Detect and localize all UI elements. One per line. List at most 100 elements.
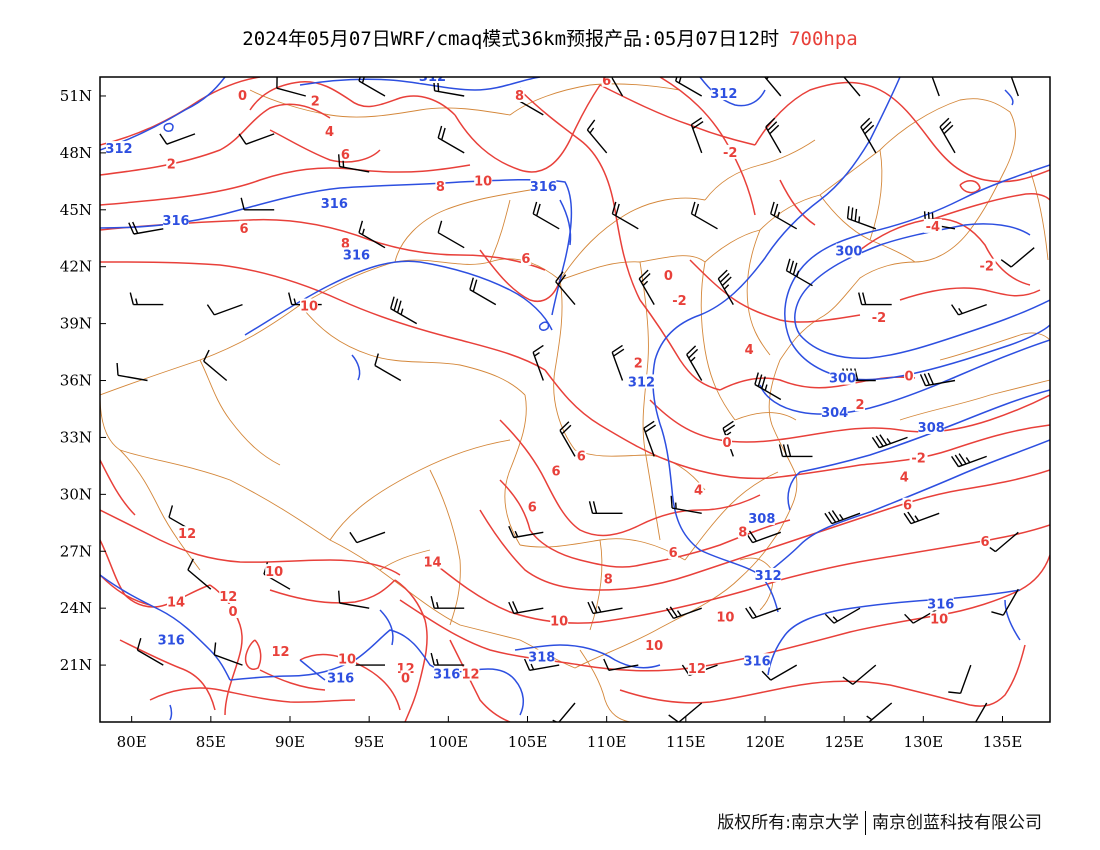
temperature-labels: 0246810682468610-2-4-2-2-2024020-2466664… xyxy=(166,77,996,686)
geopotential-label: 316 xyxy=(343,248,370,263)
title-main: 2024年05月07日WRF/cmaq模式36km预报产品:05月07日12时 xyxy=(242,28,780,50)
wind-barb xyxy=(860,117,877,154)
lat-tick-label: 45N xyxy=(60,201,92,219)
temperature-label: 8 xyxy=(604,573,613,588)
wind-barb xyxy=(785,258,813,287)
wind-barb xyxy=(871,434,908,449)
temperature-label: 10 xyxy=(300,300,318,315)
map-frame xyxy=(99,76,1051,723)
temperature-label-bg xyxy=(902,497,913,512)
geopotential-label: 316 xyxy=(530,180,557,195)
wind-barb xyxy=(240,197,275,211)
temperature-label-bg xyxy=(300,298,318,313)
wind-barb xyxy=(508,601,544,615)
temperature-label: 4 xyxy=(694,484,703,499)
wind-barb xyxy=(951,303,987,316)
province-boundaries xyxy=(100,83,1050,722)
temperature-label-bg xyxy=(166,156,177,171)
lat-tick-label: 30N xyxy=(60,485,92,503)
temperature-label-bg xyxy=(603,571,614,586)
wind-barb xyxy=(951,453,987,468)
chart-title: 2024年05月07日WRF/cmaq模式36km预报产品:05月07日12时 7… xyxy=(0,24,1100,51)
temperature-label-bg xyxy=(178,526,197,541)
lon-tick-label: 105E xyxy=(508,733,548,751)
temperature-label-bg xyxy=(239,220,250,235)
temperature-label: 6 xyxy=(669,546,678,561)
latitude-axis: 51N 48N 45N 42N 39N 36N 33N 30N 27N 24N 21N xyxy=(60,87,106,674)
temperature-label: 8 xyxy=(738,525,747,540)
lon-tick-label: 95E xyxy=(354,733,384,751)
wind-barb xyxy=(358,220,386,249)
temperature-label: 6 xyxy=(341,148,350,163)
temperature-label: 10 xyxy=(338,652,356,667)
geopotential-label: 316 xyxy=(162,214,189,229)
temperature-label: 0 xyxy=(228,605,237,620)
lon-tick-label: 130E xyxy=(904,733,944,751)
temperature-label: 2 xyxy=(634,356,643,371)
wind-barb xyxy=(523,658,560,671)
wind-barb xyxy=(587,601,623,615)
temperature-label: 4 xyxy=(900,470,909,485)
geopotential-label-bg xyxy=(829,370,856,385)
temperature-label-bg xyxy=(219,588,238,603)
footer: 版权所有:南京大学 南京创蓝科技有限公司 xyxy=(717,808,1042,835)
wind-barb xyxy=(213,642,243,666)
temperature-label-bg xyxy=(909,450,928,465)
temperature-label-bg xyxy=(338,651,356,666)
wind-barb xyxy=(939,117,956,154)
temperature-label-bg xyxy=(930,611,949,626)
wind-barb xyxy=(991,588,1019,616)
lon-tick-label: 135E xyxy=(983,733,1023,751)
lat-tick-label: 42N xyxy=(60,258,92,276)
temperature-label: 6 xyxy=(240,222,249,237)
temperature-label-bg xyxy=(904,368,915,383)
temperature-label-bg xyxy=(228,603,238,618)
temperature-label-bg xyxy=(461,666,480,681)
wind-barb xyxy=(603,658,639,671)
footer-separator xyxy=(865,811,866,835)
geopotential-label-bg xyxy=(433,666,460,681)
geopotential-label: 312 xyxy=(105,142,132,157)
wind-barb xyxy=(116,362,148,382)
temperature-label: -2 xyxy=(872,311,886,326)
wind-barb xyxy=(763,77,782,97)
wind-barb xyxy=(469,277,497,306)
temperature-label: 6 xyxy=(981,535,990,550)
temperature-label-bg xyxy=(687,660,706,675)
wind-barb xyxy=(159,133,196,145)
geopotential-label-bg xyxy=(528,649,555,664)
wind-barb xyxy=(690,201,718,230)
wind-barb xyxy=(203,349,228,382)
temperature-label-bg xyxy=(237,87,248,102)
temperature-label: 2 xyxy=(855,398,864,413)
temperature-label-bg xyxy=(601,77,612,87)
wind-barb xyxy=(931,77,940,97)
temperature-label: 12 xyxy=(688,662,706,677)
temperature-label: 6 xyxy=(577,449,586,464)
wind-barb xyxy=(686,345,703,381)
wind-barb xyxy=(238,133,275,145)
geopotential-label: 316 xyxy=(927,597,954,612)
wind-barb xyxy=(675,77,703,97)
temperature-label: 10 xyxy=(265,565,283,580)
temperature-label-bg xyxy=(576,448,587,463)
geopotential-label-bg xyxy=(163,213,189,228)
wind-barb xyxy=(904,607,940,624)
lon-tick-label: 100E xyxy=(429,733,469,751)
geopotential-label-bg xyxy=(918,419,945,434)
wind-barb xyxy=(555,271,576,306)
lat-tick-label: 36N xyxy=(60,372,92,390)
temperature-label-bg xyxy=(310,93,321,108)
geopotential-label-bg xyxy=(530,179,557,194)
geopotential-isolines xyxy=(100,77,1050,721)
geopotential-label-bg xyxy=(710,86,737,101)
geopotential-label: 312 xyxy=(419,70,446,85)
temperature-label-bg xyxy=(870,309,888,324)
wind-barb xyxy=(974,702,988,722)
wind-barb xyxy=(588,501,623,514)
wind-barb xyxy=(765,117,782,154)
temperature-label: 0 xyxy=(401,671,410,686)
geopotential-label: 300 xyxy=(829,372,856,387)
wind-barb xyxy=(276,77,306,97)
